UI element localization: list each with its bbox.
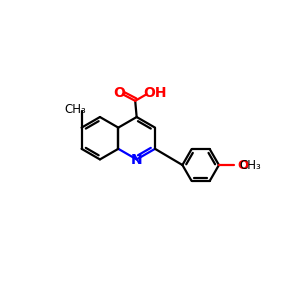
Text: CH₃: CH₃ <box>64 103 86 116</box>
Text: CH₃: CH₃ <box>239 158 261 172</box>
Text: O: O <box>113 86 125 100</box>
Text: OH: OH <box>143 86 166 100</box>
Text: N: N <box>131 153 143 167</box>
Text: O: O <box>237 158 248 172</box>
